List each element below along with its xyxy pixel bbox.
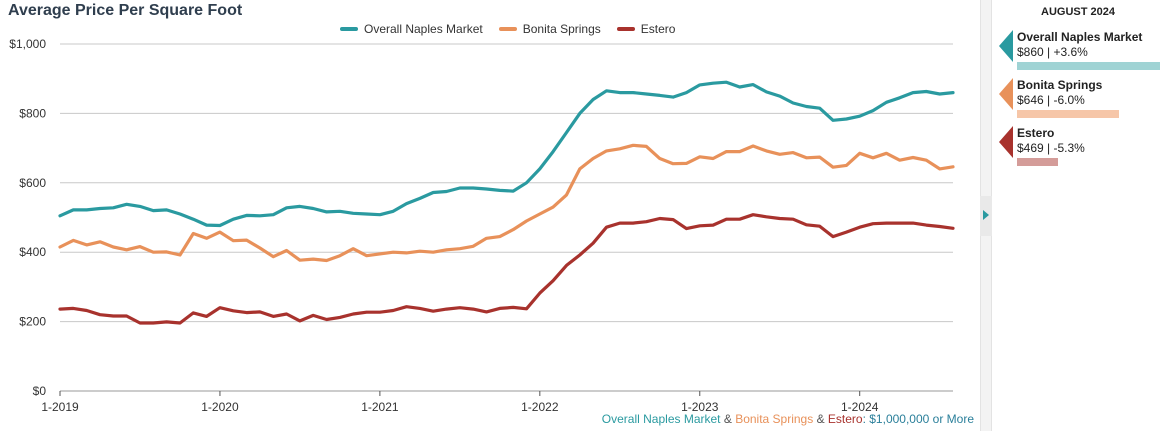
pointer-icon (999, 30, 1013, 62)
side-panel-date: AUGUST 2024 (1041, 6, 1115, 18)
footnote-separator: & (813, 412, 828, 426)
legend-label-overall-naples: Overall Naples Market (364, 22, 483, 36)
legend-item-estero[interactable]: Estero (616, 22, 676, 36)
summary-card-overall-naples[interactable]: Overall Naples Market $860 | +3.6% (996, 30, 1160, 78)
series-line-2 (58, 213, 955, 325)
x-tick-label: 1-2023 (681, 400, 719, 414)
card-name: Estero (1017, 126, 1055, 140)
x-tick-label: 1-2022 (521, 400, 559, 414)
series-line-0 (58, 80, 955, 228)
x-tick-label: 1-2019 (41, 400, 79, 414)
y-tick-label: $800 (19, 106, 46, 120)
footnote-price-range: : $1,000,000 or More (862, 412, 974, 426)
y-tick-label: $400 (19, 245, 46, 259)
card-name: Overall Naples Market (1017, 30, 1143, 44)
y-tick-label: $0 (33, 384, 47, 398)
chart-legend: Overall Naples Market Bonita Springs Est… (340, 22, 675, 36)
legend-item-overall-naples[interactable]: Overall Naples Market (340, 22, 483, 36)
footnote-estero: Estero (827, 412, 863, 426)
card-value: $469 | -5.3% (1017, 141, 1085, 155)
x-tick-label: 1-2020 (201, 400, 239, 414)
x-tick-label: 1-2021 (361, 400, 399, 414)
y-tick-label: $200 (19, 315, 46, 329)
summary-card-bonita-springs[interactable]: Bonita Springs $646 | -6.0% (996, 78, 1160, 126)
card-value: $860 | +3.6% (1017, 45, 1088, 59)
pointer-icon (999, 78, 1013, 110)
legend-swatch-bonita-springs (498, 27, 517, 31)
y-tick-label: $1,000 (9, 37, 46, 51)
chevron-right-icon (983, 210, 989, 220)
footnote-overall-naples: Overall Naples Market (601, 412, 721, 426)
chart-title: Average Price Per Square Foot (8, 2, 243, 19)
legend-swatch-overall-naples (340, 27, 358, 31)
summary-card-estero[interactable]: Estero $469 | -5.3% (996, 126, 1160, 174)
legend-swatch-estero (616, 27, 635, 31)
series-line-1 (58, 143, 955, 263)
chart-footnote: Overall Naples Market & Bonita Springs &… (602, 412, 974, 426)
pointer-icon (999, 126, 1013, 158)
card-name: Bonita Springs (1017, 78, 1103, 92)
side-panel: AUGUST 2024 Overall Naples Market $860 |… (996, 0, 1160, 431)
card-bar (1017, 110, 1119, 118)
y-tick-label: $600 (19, 176, 46, 190)
panel-toggle-button[interactable] (980, 196, 992, 236)
x-tick-label: 1-2024 (841, 400, 879, 414)
legend-label-bonita-springs: Bonita Springs (522, 22, 601, 36)
line-chart: $0 $200 $400 $600 $800 $1,000 1-2019 1-2020 1-20… (9, 37, 955, 414)
card-value: $646 | -6.0% (1017, 93, 1085, 107)
legend-item-bonita-springs[interactable]: Bonita Springs (498, 22, 601, 36)
card-bar (1017, 158, 1058, 166)
footnote-separator: & (720, 412, 736, 426)
legend-label-estero: Estero (640, 22, 676, 36)
card-bar (1017, 62, 1160, 70)
footnote-bonita-springs: Bonita Springs (735, 412, 814, 426)
